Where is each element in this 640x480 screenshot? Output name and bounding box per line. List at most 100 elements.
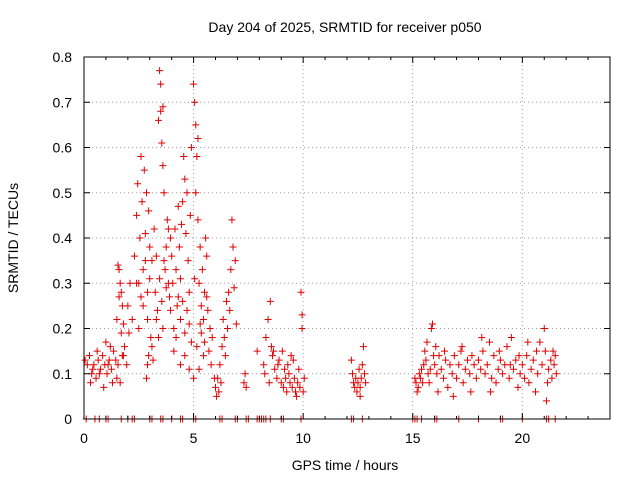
data-point [187, 338, 195, 346]
data-point [361, 370, 369, 378]
data-point [182, 229, 190, 237]
data-point [184, 257, 192, 265]
data-point [441, 347, 449, 355]
data-point [219, 315, 227, 323]
data-point [176, 361, 184, 369]
data-point [492, 379, 500, 387]
data-point [174, 293, 182, 301]
y-axis-tick-labels: 0 0.1 0.2 0.3 0.4 0.5 0.6 0.7 0.8 [53, 49, 73, 427]
data-point [145, 352, 153, 360]
data-point [470, 361, 478, 369]
data-point [145, 207, 153, 215]
data-point [87, 379, 95, 387]
data-point [541, 347, 549, 355]
data-point [273, 374, 281, 382]
x-tick-label: 20 [515, 430, 531, 446]
data-point [274, 361, 282, 369]
data-point [144, 315, 152, 323]
data-point [228, 216, 236, 224]
data-point [151, 288, 159, 296]
data-point [155, 334, 163, 342]
data-point [161, 266, 169, 274]
data-point [529, 356, 537, 364]
data-point [150, 225, 158, 233]
data-point [507, 334, 515, 342]
data-point [135, 325, 143, 332]
data-point [134, 180, 142, 188]
data-point [515, 352, 523, 360]
data-point [170, 325, 178, 332]
data-point [180, 153, 188, 161]
data-point [192, 189, 200, 197]
data-point [524, 338, 532, 346]
data-point [298, 325, 306, 332]
data-point [231, 257, 239, 265]
data-point [434, 388, 442, 396]
data-point [542, 397, 550, 405]
data-point [89, 365, 97, 373]
data-point [488, 374, 496, 382]
data-point [458, 343, 466, 351]
data-point [123, 361, 131, 369]
data-point [83, 361, 91, 369]
data-point [185, 320, 193, 328]
data-point [418, 365, 426, 373]
data-point [159, 325, 167, 332]
data-point [446, 361, 454, 369]
data-point [142, 189, 150, 197]
data-point [178, 220, 186, 228]
data-point [523, 352, 531, 360]
data-point [137, 293, 145, 301]
data-point [185, 288, 193, 296]
data-point [157, 80, 165, 88]
data-point [227, 266, 235, 274]
data-point [468, 352, 476, 360]
data-point [96, 365, 104, 373]
data-point [466, 370, 474, 378]
data-point [232, 320, 240, 328]
data-point [450, 352, 458, 360]
data-point [538, 361, 546, 369]
data-point [81, 356, 89, 364]
data-point [181, 352, 189, 360]
data-point [201, 288, 209, 296]
x-axis-tick-labels: 0 5 10 15 20 [80, 430, 530, 446]
data-point [442, 356, 450, 364]
data-point [99, 352, 107, 360]
data-point [125, 329, 133, 337]
y-tick-label: 0 [64, 411, 72, 427]
data-point [183, 189, 191, 197]
data-point [299, 388, 307, 396]
data-point [179, 297, 187, 305]
data-point [426, 365, 434, 373]
data-point [481, 370, 489, 378]
data-point [415, 370, 423, 378]
data-point [107, 365, 115, 373]
data-point [253, 347, 261, 355]
data-point [146, 275, 154, 283]
data-point [547, 356, 555, 364]
data-point [199, 315, 207, 323]
data-point [533, 347, 541, 355]
data-point [206, 325, 214, 332]
data-point [155, 116, 163, 124]
data-point [207, 361, 215, 369]
data-point [420, 361, 428, 369]
data-point [222, 297, 230, 305]
data-point [455, 361, 463, 369]
data-point [240, 379, 248, 387]
data-point [194, 216, 202, 224]
data-point [220, 334, 228, 342]
data-point [153, 306, 161, 314]
data-point [203, 252, 211, 260]
data-point [277, 379, 285, 387]
data-point [140, 166, 148, 174]
data-point [197, 302, 205, 310]
data-point [144, 361, 152, 369]
data-point [459, 379, 467, 387]
data-point [362, 379, 370, 387]
data-point [226, 306, 234, 314]
data-point [158, 139, 166, 147]
data-point [104, 361, 112, 369]
data-point [262, 334, 270, 342]
